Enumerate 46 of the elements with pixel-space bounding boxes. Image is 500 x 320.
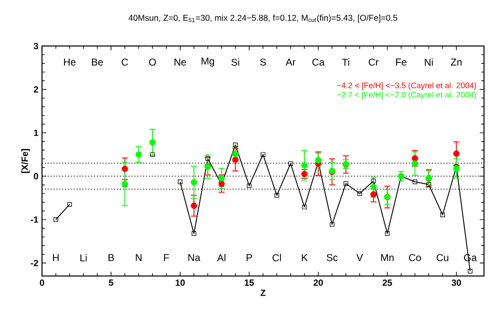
annotation: H	[53, 254, 59, 262]
y-tick-label: 1	[34, 130, 38, 136]
annotation: Cl	[272, 254, 281, 262]
annotation: Cu	[436, 254, 448, 262]
x-tick-label: 15	[244, 280, 254, 286]
annotation: Li	[80, 254, 87, 262]
x-tick-label: 25	[382, 280, 392, 286]
annotation: K	[302, 254, 308, 262]
annotation: Zn	[450, 58, 462, 66]
annotation: Na	[188, 254, 200, 262]
annotation: He	[64, 58, 76, 66]
annotation: B	[108, 254, 114, 262]
y-tick-label: -2	[30, 260, 38, 266]
chart-title: 40Msun, Z=0, E$_{51}$=30, mix 2.24−5.88, f=0.12, M$_{cut}$(fin)=5.43, [O/Fe]=0.5	[128, 14, 398, 22]
annotation: Ni	[424, 58, 433, 66]
y-tick-label: 2	[34, 86, 38, 93]
x-tick-label: 0	[40, 280, 44, 286]
annotation: Ar	[286, 58, 296, 66]
annotation: Ti	[342, 58, 350, 66]
annotation: Cr	[368, 58, 379, 66]
annotation: P	[246, 254, 252, 262]
annotation: Si	[231, 58, 240, 66]
annotation: Ne	[174, 58, 186, 66]
annotation: Mg	[202, 58, 214, 67]
x-tick-label: 10	[176, 280, 185, 286]
y-tick-label: 3	[34, 42, 38, 50]
x-axis-title: Z	[260, 290, 266, 296]
annotation: Be	[92, 58, 103, 66]
annotation: N	[136, 254, 142, 262]
annotation: O	[149, 58, 156, 66]
y-axis-title: [X/Fe]	[21, 149, 30, 173]
annotation: Al	[217, 254, 226, 262]
annotation: Sc	[326, 254, 338, 262]
annotation: S	[260, 58, 266, 66]
annotation: C	[122, 58, 128, 66]
x-tick-label: 30	[452, 280, 462, 286]
annotation: Ca	[312, 58, 325, 66]
annotation: Co	[409, 254, 421, 262]
x-tick-label: 5	[108, 280, 114, 286]
annotation: Fe	[396, 58, 406, 66]
x-tick-label: 20	[314, 280, 323, 286]
y-tick-label: 0	[34, 173, 38, 180]
y-tick-label: -1	[30, 216, 38, 223]
annotation: Mn	[381, 254, 394, 262]
annotation: F	[164, 254, 169, 262]
annotation: V	[356, 254, 363, 262]
